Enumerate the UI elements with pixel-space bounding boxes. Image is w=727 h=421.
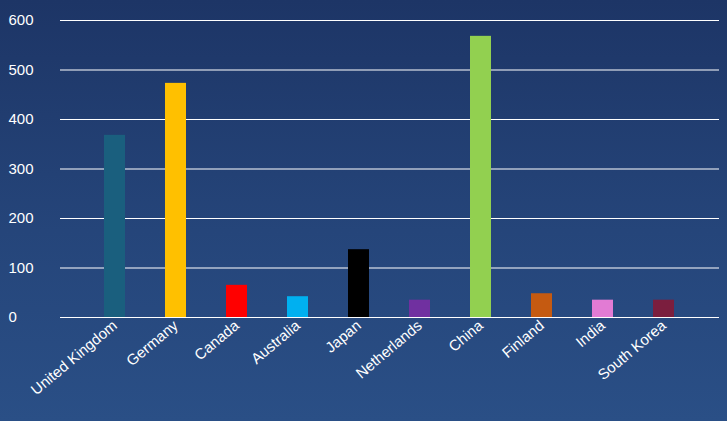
svg-text:Netherlands: Netherlands xyxy=(352,316,425,381)
svg-text:Canada: Canada xyxy=(191,316,243,363)
svg-text:400: 400 xyxy=(9,110,34,127)
svg-text:600: 600 xyxy=(9,11,34,28)
svg-text:Finland: Finland xyxy=(498,316,547,361)
svg-text:100: 100 xyxy=(9,259,34,276)
svg-text:200: 200 xyxy=(9,209,34,226)
svg-text:United Kingdom: United Kingdom xyxy=(27,316,120,398)
svg-text:Australia: Australia xyxy=(247,316,303,367)
svg-text:South Korea: South Korea xyxy=(594,316,669,383)
svg-text:China: China xyxy=(445,316,486,355)
svg-text:India: India xyxy=(572,316,608,350)
svg-text:Germany: Germany xyxy=(123,316,182,369)
svg-text:300: 300 xyxy=(9,160,34,177)
svg-text:Japan: Japan xyxy=(322,316,364,355)
svg-text:0: 0 xyxy=(9,308,17,325)
svg-text:500: 500 xyxy=(9,61,34,78)
